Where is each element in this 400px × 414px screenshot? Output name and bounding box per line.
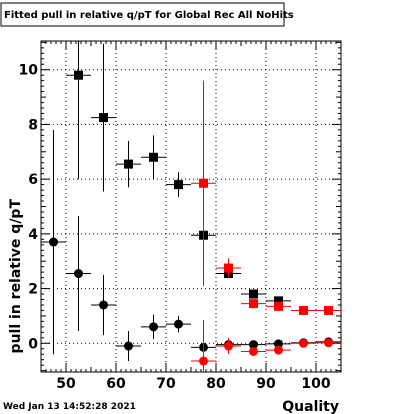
x-tick-label: 70 [156,376,176,392]
data-marks [41,41,341,372]
circle-marker [299,338,308,348]
x-tick-label: 50 [56,376,76,392]
y-tick-label: 0 [28,336,38,352]
square-marker [149,152,158,162]
circle-marker [124,341,133,351]
square-marker [324,305,333,315]
y-axis-label: pull in relative q/pT [8,199,24,354]
square-marker [224,263,233,273]
square-marker [249,289,258,299]
circle-marker [274,345,283,355]
square-marker [274,301,283,311]
y-tick-label: 6 [28,172,38,188]
square-marker [74,70,83,80]
circle-marker [174,319,183,329]
circle-marker [49,237,58,247]
circle-marker [149,322,158,332]
square-marker [274,296,283,306]
circle-marker [274,339,283,349]
x-tick-label: 80 [206,376,226,392]
square-marker [174,180,183,190]
y-tick-label: 4 [28,227,38,243]
square-marker [249,299,258,309]
circle-marker [249,346,258,356]
timestamp: Wed Jan 13 14:52:28 2021 [3,402,136,412]
square-marker [199,178,208,188]
y-tick-label: 10 [19,63,39,79]
x-axis-label: Quality [282,399,339,414]
y-tick-label: 2 [28,282,38,298]
x-tick-label: 60 [106,376,126,392]
square-marker [99,113,108,123]
tick-labels: 50 60 70 80 90 100 0 2 4 6 8 10 [19,63,331,392]
circle-marker [99,300,108,310]
x-tick-label: 90 [256,376,276,392]
circle-marker [74,269,83,279]
chart-title: Fitted pull in relative q/pT for Global … [4,10,294,21]
square-marker [299,305,308,315]
circle-marker [249,340,258,350]
series-3 [191,80,341,315]
square-marker [124,159,133,169]
circle-marker [199,356,208,366]
circle-marker [324,338,333,348]
circle-marker [224,341,233,351]
series-4 [191,320,341,372]
title-box [0,2,285,27]
y-tick-label: 8 [28,117,38,133]
axis-ticks [40,41,342,372]
x-tick-label: 100 [301,376,330,392]
